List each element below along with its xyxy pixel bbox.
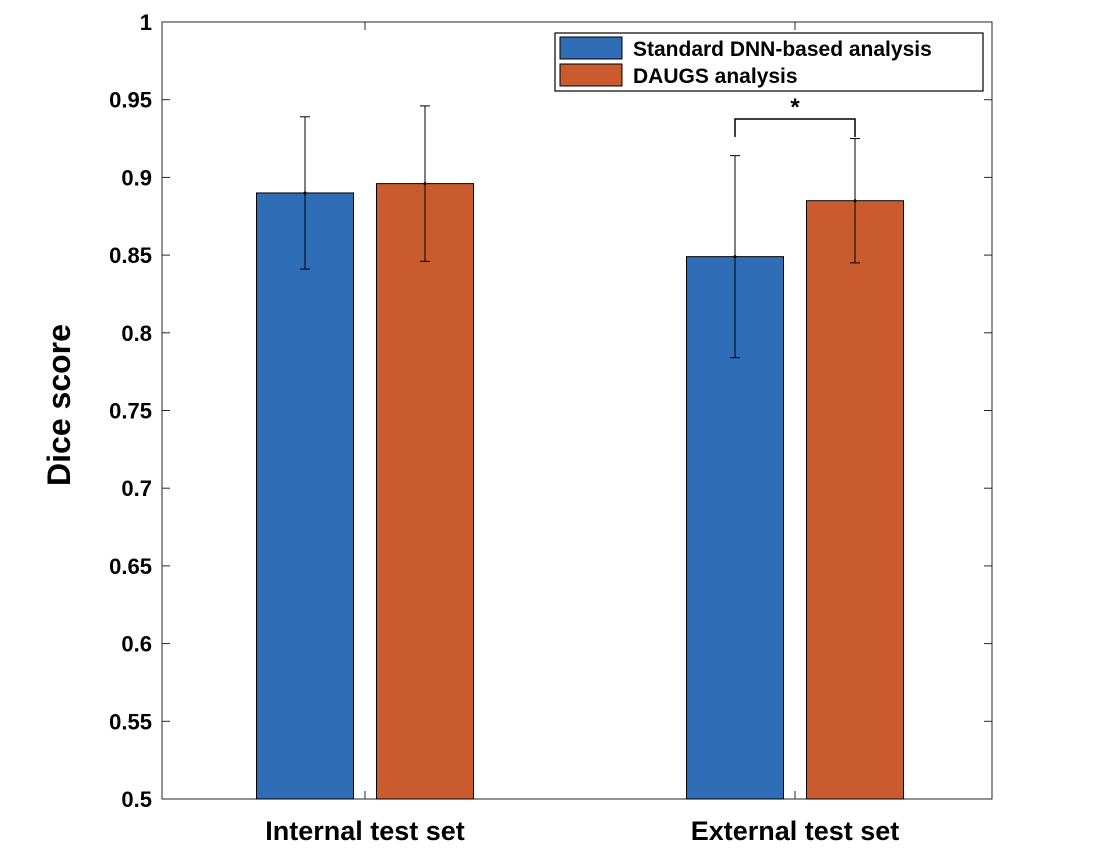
y-tick-label: 0.65: [109, 554, 152, 579]
y-tick-label: 0.55: [109, 709, 152, 734]
bar: [256, 192, 354, 800]
x-axis-labels: Internal test set External test set: [265, 22, 899, 846]
bar: [806, 200, 904, 800]
significance-bracket: *: [734, 94, 856, 137]
y-tick-label: 0.9: [121, 165, 152, 190]
error-center-dot: [303, 191, 307, 195]
y-tick-label: 1: [140, 10, 152, 35]
y-axis-title: Dice score: [41, 324, 77, 486]
y-axis-ticks: 0.5 0.55 0.6 0.65 0.7 0.75 0.8 0.85 0.9 0.95 1: [109, 10, 992, 812]
y-tick-label: 0.85: [109, 243, 152, 268]
error-bars-layer: [300, 105, 860, 359]
legend-swatch: [559, 63, 623, 87]
legend-label: Standard DNN-based analysis: [633, 38, 932, 61]
x-category-label: Internal test set: [265, 816, 465, 846]
bars-layer: [256, 183, 904, 800]
error-center-dot: [423, 182, 427, 186]
error-center-dot: [733, 255, 737, 259]
y-tick-label: 0.7: [121, 476, 152, 501]
y-tick-label: 0.75: [109, 399, 152, 424]
significance-line: [734, 118, 856, 137]
legend-swatch: [559, 36, 623, 60]
y-tick-label: 0.95: [109, 88, 152, 113]
legend-label: DAUGS analysis: [633, 65, 798, 88]
legend: Standard DNN-based analysis DAUGS analysi…: [554, 32, 984, 92]
x-category-label: External test set: [691, 816, 900, 846]
y-tick-label: 0.8: [121, 321, 152, 346]
significance-star: *: [790, 94, 800, 121]
legend-box: [554, 32, 984, 92]
error-center-dot: [853, 199, 857, 203]
bar: [376, 183, 474, 800]
y-tick-label: 0.5: [121, 787, 152, 812]
y-tick-label: 0.6: [121, 632, 152, 657]
